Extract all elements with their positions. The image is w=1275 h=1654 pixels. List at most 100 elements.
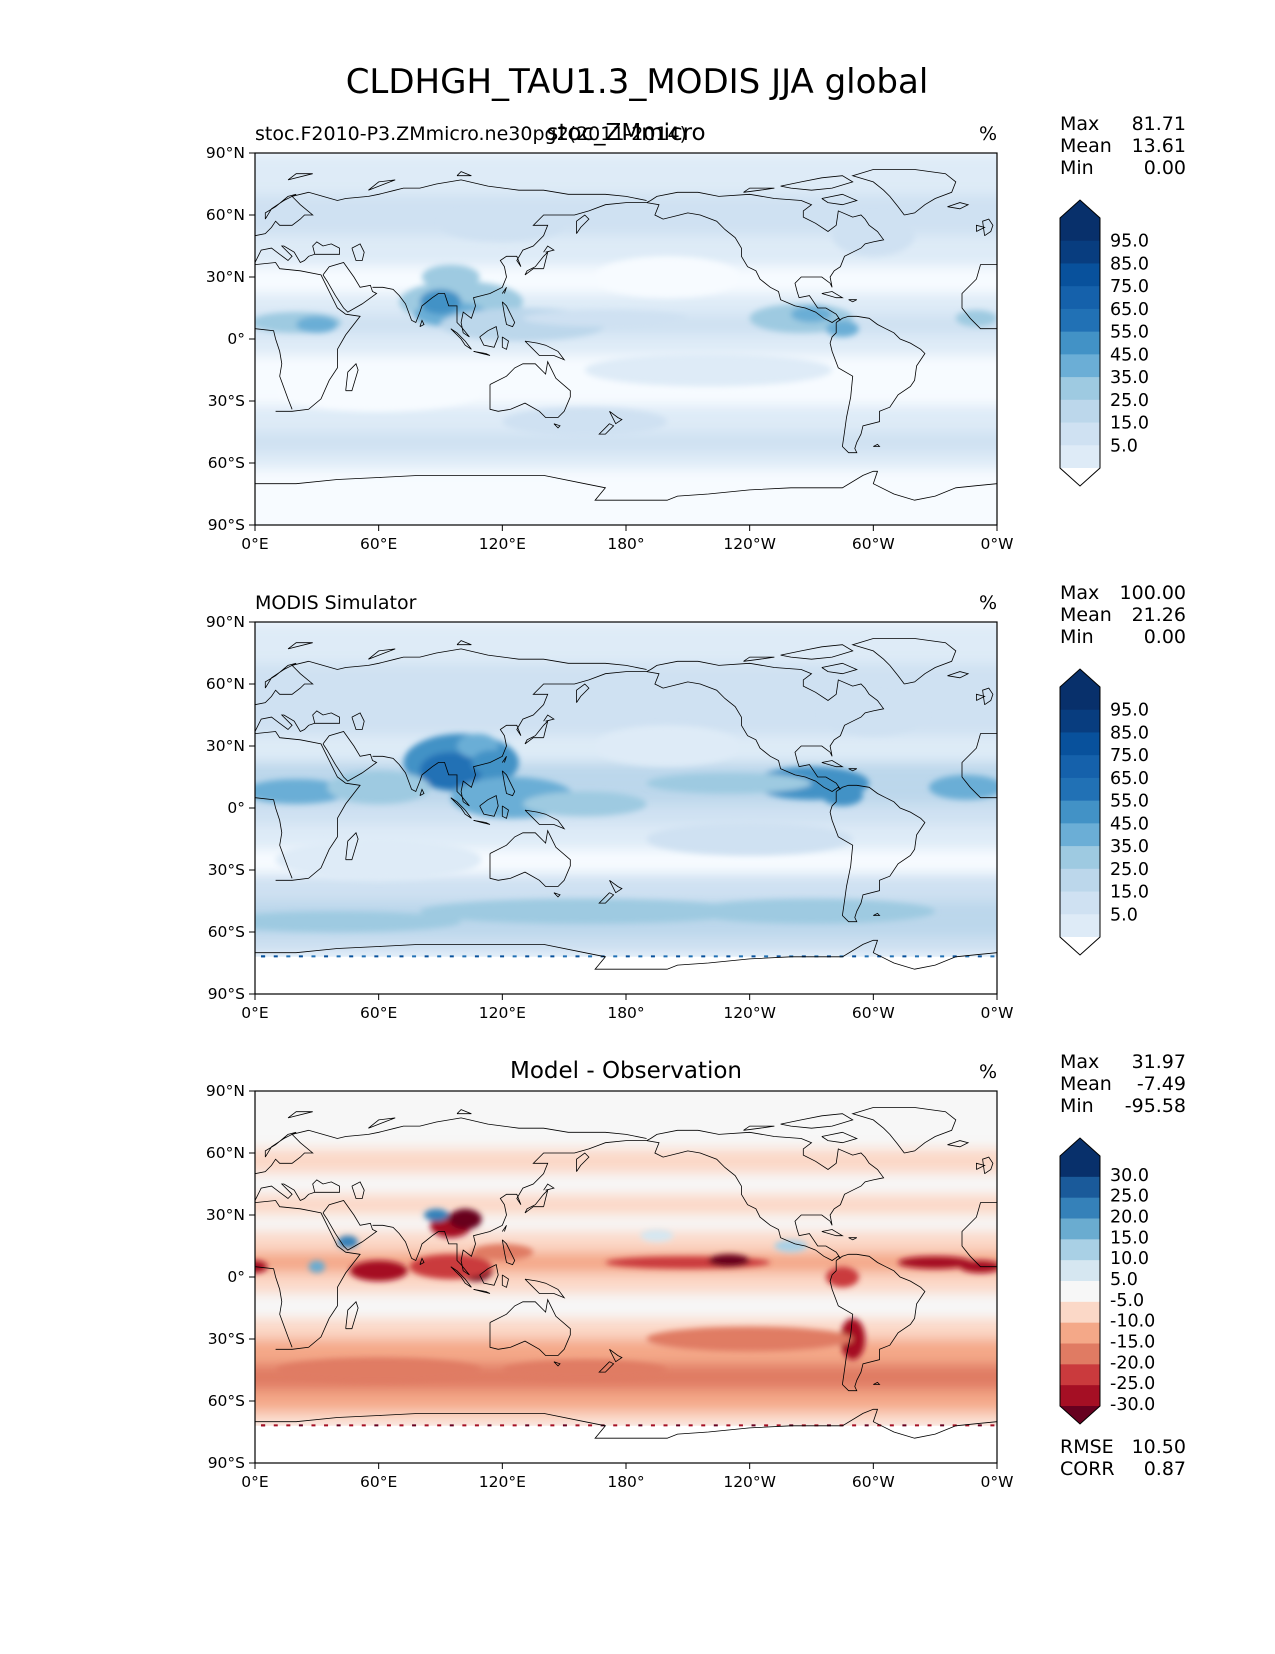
colorbar-segment	[1060, 377, 1100, 401]
field-feature	[646, 772, 812, 794]
coastline	[345, 832, 359, 861]
coastline	[255, 1179, 340, 1202]
colorbar-extend-top	[1060, 200, 1100, 218]
field-feature	[825, 1266, 859, 1288]
edge-speckle	[550, 1424, 555, 1427]
colorbar-tick-label: -15.0	[1110, 1333, 1155, 1353]
coastlines	[255, 169, 997, 501]
colorbar-outline	[1059, 1137, 1101, 1425]
coastline	[255, 470, 997, 501]
field-band	[255, 1215, 997, 1232]
coastline	[255, 179, 647, 237]
colorbar-segment	[1060, 240, 1100, 264]
field-feature	[440, 208, 565, 242]
field-band	[255, 1411, 997, 1426]
colorbar-tick-label: 55.0	[1110, 323, 1149, 343]
panel-units: %	[979, 1061, 997, 1083]
field-band	[255, 1173, 997, 1195]
colorbar-segment	[1060, 399, 1100, 424]
edge-speckle	[550, 955, 555, 958]
coastline	[255, 710, 340, 733]
coastline	[450, 328, 472, 350]
stat-value: 13.61	[1132, 135, 1186, 157]
edge-speckle	[764, 955, 769, 958]
panel-model: 0°E 60°E 120°E 180° 120°W 60°W 0°W 90°N 60°N 30°N…	[206, 113, 1186, 553]
extra-stat-label: RMSE	[1060, 1436, 1114, 1458]
y-tick-label: 30°S	[208, 1330, 245, 1348]
coastline	[322, 1200, 378, 1251]
edge-speckle	[751, 955, 756, 958]
coastline	[264, 193, 297, 220]
x-tick-label: 120°E	[479, 1473, 526, 1491]
edge-speckle	[852, 1424, 857, 1427]
stat-value: -7.49	[1137, 1073, 1186, 1095]
coastline	[848, 1237, 857, 1241]
coastline	[501, 770, 516, 797]
edge-speckle	[826, 955, 831, 958]
coastline	[255, 1408, 997, 1439]
colorbar-extend-bottom	[1060, 1406, 1100, 1424]
coastline	[501, 336, 509, 350]
coastline	[489, 1298, 571, 1356]
edge-speckle	[990, 955, 995, 958]
field-feature	[595, 725, 740, 767]
colorbar: 95.085.0 75.0 65.0 55.045.0 35.0 25.0 15.05.0	[1059, 199, 1149, 487]
coastline	[609, 410, 623, 425]
edge-speckle	[726, 955, 731, 958]
field-band	[255, 1293, 997, 1319]
edge-speckle	[374, 1424, 379, 1427]
coastline	[264, 662, 297, 689]
colorbar-segment	[1060, 218, 1100, 242]
field-feature	[522, 791, 647, 817]
extra-stats-block: RMSE 10.50 CORR 0.87	[1060, 1436, 1186, 1480]
coastline	[598, 423, 615, 435]
field-feature	[502, 407, 668, 437]
coastline	[961, 1202, 997, 1268]
edge-speckle	[877, 1424, 882, 1427]
coastline	[489, 360, 571, 418]
coastline	[456, 1109, 472, 1115]
coastline	[646, 660, 885, 792]
coastline	[543, 714, 555, 722]
field-band	[255, 622, 997, 664]
colorbar-extend-bottom	[1060, 468, 1100, 486]
coastline	[553, 892, 561, 898]
colorbar-segment	[1060, 1218, 1100, 1240]
y-tick-label: 60°N	[206, 675, 245, 693]
field-feature	[708, 1254, 750, 1267]
coastline	[821, 1131, 858, 1144]
edge-speckle	[889, 1424, 894, 1427]
colorbar-segment	[1060, 800, 1100, 824]
coastline	[255, 1117, 647, 1175]
edge-speckle	[500, 955, 505, 958]
x-tick-label: 180°	[607, 1473, 644, 1491]
coastline	[345, 1301, 359, 1330]
x-tick-label: 120°E	[479, 535, 526, 553]
coastline	[479, 795, 499, 817]
colorbar-segment	[1060, 445, 1100, 469]
edge-speckle	[701, 1424, 706, 1427]
field-feature	[687, 898, 936, 924]
coastline	[524, 1188, 549, 1214]
edge-speckle	[877, 955, 882, 958]
colorbar-outline	[1059, 199, 1101, 487]
coastline	[255, 731, 361, 881]
edge-speckle	[613, 1424, 618, 1427]
colorbar-segment	[1060, 1364, 1100, 1386]
colorbar-segment	[1060, 1239, 1100, 1261]
coastline	[372, 671, 647, 807]
colorbar-extend-top	[1060, 1138, 1100, 1156]
coastline	[287, 1111, 313, 1119]
coastline	[351, 1181, 365, 1199]
field-feature	[640, 1229, 674, 1242]
coastline	[829, 315, 926, 454]
edge-speckle	[625, 1424, 630, 1427]
colorbar-tick-label: 20.0	[1110, 1208, 1149, 1228]
colorbar-segment	[1060, 1322, 1100, 1344]
field-feature	[275, 1357, 482, 1383]
colorbar-tick-label: 95.0	[1110, 232, 1149, 252]
edge-speckle	[449, 1424, 454, 1427]
coastline	[255, 939, 997, 970]
coastlines	[255, 1107, 997, 1439]
